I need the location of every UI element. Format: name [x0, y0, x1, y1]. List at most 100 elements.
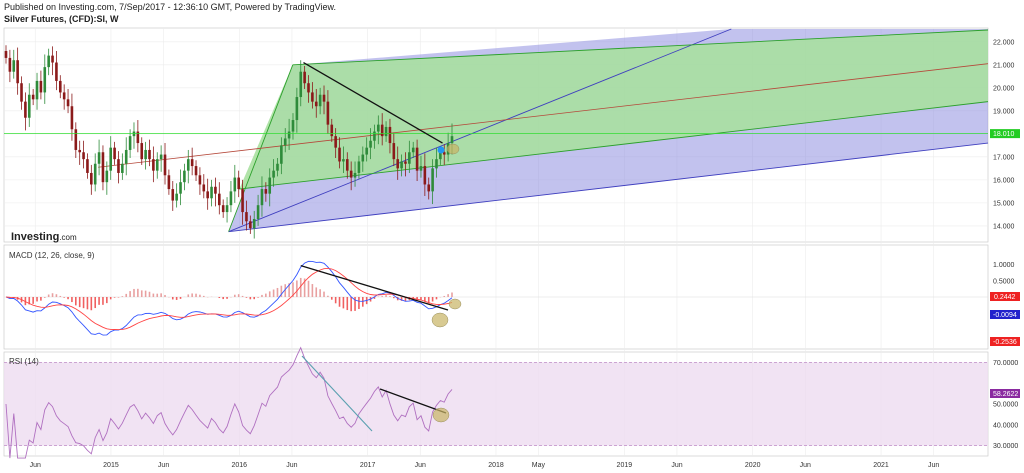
- candle-body: [252, 218, 256, 229]
- candle-body: [431, 168, 434, 192]
- candle-body: [4, 51, 8, 58]
- candle-body: [295, 97, 299, 121]
- price-tick-label: 15.000: [993, 200, 1015, 207]
- candle-body: [241, 189, 244, 213]
- price-tick-label: 14.000: [993, 223, 1015, 230]
- rsi-last-tag: 58.2622: [990, 389, 1020, 398]
- candle-body: [93, 163, 97, 185]
- upper-outer-line: [228, 28, 732, 233]
- candle-body: [175, 193, 178, 201]
- candle-body: [194, 166, 198, 176]
- candle-body: [62, 92, 66, 100]
- candle-body: [380, 124, 384, 137]
- axes: 14.00015.00016.00017.00018.00019.00020.0…: [30, 39, 1019, 469]
- rsi-line: [5, 346, 453, 459]
- x-tick-label: 2015: [103, 462, 119, 469]
- macd-highlight-low: [431, 312, 449, 328]
- candle-body: [299, 71, 303, 98]
- candle-body: [357, 161, 361, 173]
- candle-body: [233, 177, 237, 192]
- candle-body: [90, 172, 93, 185]
- price-last-value: 18.010: [993, 131, 1015, 138]
- rsi-label: RSI (14): [9, 357, 39, 366]
- candle-body: [411, 147, 415, 153]
- candle-body: [167, 175, 171, 190]
- candle-body: [218, 193, 221, 206]
- rsi-last-value: 58.2622: [993, 391, 1018, 398]
- price-tick-label: 19.000: [993, 108, 1015, 115]
- logo-main: Investing: [11, 231, 59, 243]
- price-tick-label: 21.000: [993, 62, 1015, 69]
- candle-body: [373, 131, 376, 141]
- inner-channel-area: [239, 30, 989, 190]
- rsi-band: [4, 362, 988, 446]
- macd-series: [4, 260, 988, 336]
- signal-last-tag: -0.2536: [990, 337, 1020, 346]
- candle-body: [66, 99, 70, 107]
- candle-body: [353, 172, 357, 178]
- candle-body: [136, 131, 140, 144]
- candle-body: [349, 170, 353, 178]
- x-tick-label: Jun: [671, 462, 682, 469]
- rsi-tick-label: 30.0000: [993, 443, 1018, 450]
- candle-body: [365, 147, 368, 155]
- candlesticks: [4, 45, 454, 239]
- x-tick-label: Jun: [800, 462, 811, 469]
- candle-body: [408, 152, 411, 164]
- candle-body: [55, 62, 58, 81]
- candle-body: [113, 147, 116, 160]
- candle-body: [27, 94, 31, 118]
- candle-body: [82, 152, 85, 160]
- candle-body: [435, 159, 438, 169]
- candle-body: [16, 60, 19, 84]
- macd-signal-line: [5, 267, 453, 331]
- candle-body: [345, 159, 349, 171]
- candle-body: [140, 143, 144, 160]
- candle-body: [159, 154, 163, 160]
- candle-body: [404, 161, 407, 164]
- price-tick-label: 17.000: [993, 154, 1015, 161]
- price-tick-label: 22.000: [993, 39, 1015, 46]
- x-tick-label: 2019: [617, 462, 633, 469]
- x-tick-label: Jun: [158, 462, 169, 469]
- candle-body: [330, 124, 334, 137]
- median-line: [98, 63, 989, 168]
- candle-body: [221, 205, 225, 213]
- candle-body: [427, 184, 431, 192]
- candle-body: [314, 101, 318, 107]
- candle-body: [419, 166, 423, 171]
- candle-body: [450, 136, 454, 144]
- candle-body: [342, 159, 345, 162]
- candle-body: [24, 101, 27, 118]
- macd-tick-label: 0.5000: [993, 278, 1015, 285]
- price-trendline: [303, 61, 443, 144]
- candle-body: [78, 149, 81, 153]
- hist-last-value: 0.2442: [994, 294, 1016, 301]
- candle-body: [31, 94, 35, 100]
- candle-body: [39, 80, 43, 93]
- price-last-tag: 18.010: [990, 129, 1020, 139]
- candle-body: [186, 159, 190, 171]
- candle-body: [322, 94, 326, 102]
- candle-body: [47, 55, 50, 68]
- candle-body: [361, 154, 365, 162]
- candle-body: [264, 189, 268, 194]
- price-tick-label: 20.000: [993, 85, 1015, 92]
- candle-body: [20, 83, 23, 102]
- candle-body: [249, 221, 252, 229]
- rsi-trendline-2: [379, 388, 447, 414]
- candle-body: [260, 189, 264, 206]
- macd-last-tag: -0.0094: [990, 310, 1020, 319]
- candle-body: [8, 57, 12, 72]
- candle-body: [283, 138, 287, 146]
- candle-body: [338, 147, 341, 162]
- candle-body: [326, 101, 330, 125]
- candle-body: [117, 159, 120, 173]
- candle-body: [318, 94, 322, 107]
- macd-label: MACD (12, 26, close, 9): [9, 251, 95, 260]
- price-overlays: [4, 61, 988, 155]
- macd-trendline: [300, 264, 449, 311]
- candle-body: [415, 147, 419, 171]
- candle-body: [439, 152, 442, 160]
